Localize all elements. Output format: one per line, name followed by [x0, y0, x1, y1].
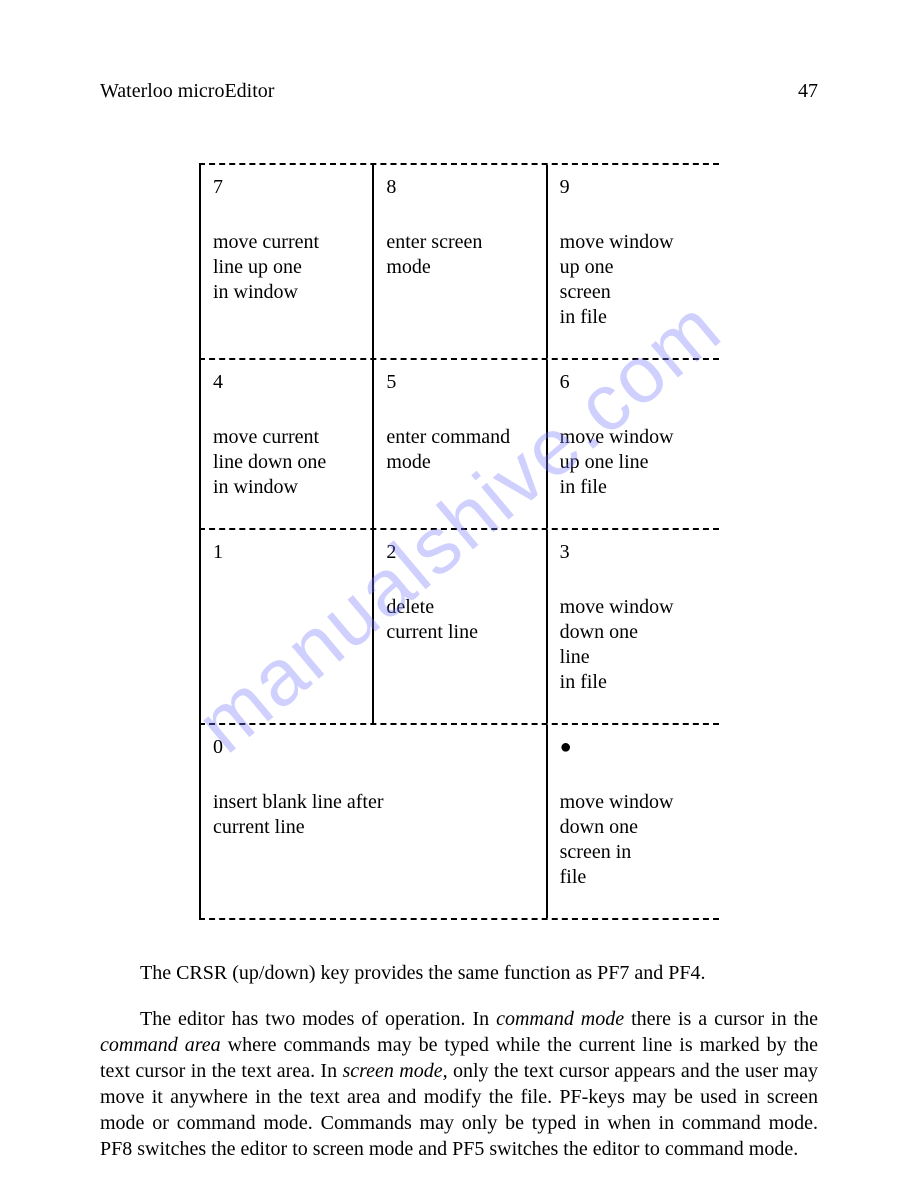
page-number: 47 — [798, 80, 818, 103]
keypad-cell-2: 2 delete current line — [372, 530, 545, 723]
key-number: 4 — [213, 370, 360, 395]
text-italic: screen mode, — [342, 1060, 447, 1082]
keypad-cell-0: 0 insert blank line after current line — [199, 725, 546, 918]
key-desc: delete current line — [386, 595, 533, 645]
keypad-cell-8: 8 enter screen mode — [372, 165, 545, 358]
keypad-cell-3: 3 move window down one line in file — [546, 530, 719, 723]
key-number: 2 — [386, 540, 533, 565]
text-run: The editor has two modes of operation. I… — [140, 1008, 496, 1030]
keypad-table: 7 move current line up one in window 8 e… — [199, 163, 719, 920]
text-italic: command area — [100, 1034, 221, 1056]
keypad-cell-7: 7 move current line up one in window — [199, 165, 372, 358]
keypad-row: 1 2 delete current line 3 move window do… — [199, 530, 719, 725]
key-desc: enter screen mode — [386, 230, 533, 280]
page-header: Waterloo microEditor 47 — [100, 80, 818, 103]
keypad-row: 0 insert blank line after current line ●… — [199, 725, 719, 920]
key-number: 8 — [386, 175, 533, 200]
key-desc: move current line up one in window — [213, 230, 360, 305]
keypad-cell-dot: ● move window down one screen in file — [546, 725, 719, 918]
key-desc: move window down one screen in file — [560, 790, 707, 890]
keypad-cell-5: 5 enter command mode — [372, 360, 545, 528]
key-desc: move window down one line in file — [560, 595, 707, 695]
header-title: Waterloo microEditor — [100, 80, 274, 103]
key-desc: move current line down one in window — [213, 425, 360, 500]
body-text: The CRSR (up/down) key provides the same… — [100, 960, 818, 1162]
text-run: there is a cursor in the — [624, 1008, 818, 1030]
key-number: 6 — [560, 370, 707, 395]
key-desc: move window up one line in file — [560, 425, 707, 500]
key-number: 9 — [560, 175, 707, 200]
keypad-row: 7 move current line up one in window 8 e… — [199, 163, 719, 360]
key-number: ● — [560, 735, 707, 760]
key-number: 0 — [213, 735, 534, 760]
key-number: 1 — [213, 540, 360, 565]
key-desc: insert blank line after current line — [213, 790, 534, 840]
keypad-row: 4 move current line down one in window 5… — [199, 360, 719, 530]
keypad-cell-9: 9 move window up one screen in file — [546, 165, 719, 358]
keypad-cell-6: 6 move window up one line in file — [546, 360, 719, 528]
paragraph-modes: The editor has two modes of operation. I… — [100, 1006, 818, 1162]
key-number: 5 — [386, 370, 533, 395]
key-desc: move window up one screen in file — [560, 230, 707, 330]
key-number: 3 — [560, 540, 707, 565]
key-number: 7 — [213, 175, 360, 200]
keypad-cell-1: 1 — [199, 530, 372, 723]
key-desc: enter command mode — [386, 425, 533, 475]
page: Waterloo microEditor 47 7 move current l… — [0, 0, 918, 1188]
text-italic: command mode — [496, 1008, 624, 1030]
keypad-cell-4: 4 move current line down one in window — [199, 360, 372, 528]
paragraph-crsr: The CRSR (up/down) key provides the same… — [100, 960, 818, 986]
